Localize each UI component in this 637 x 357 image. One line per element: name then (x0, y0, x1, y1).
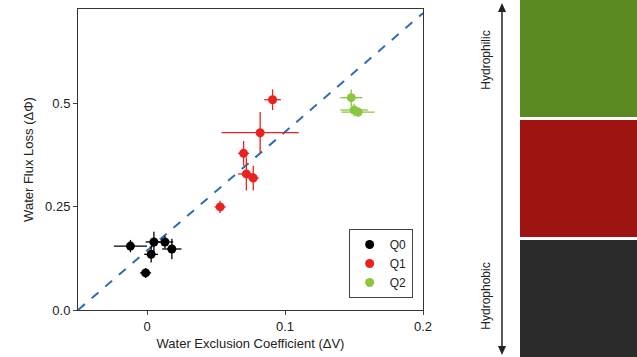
svg-text:Q0: Q0 (390, 238, 406, 252)
svg-text:0.0: 0.0 (52, 303, 70, 318)
svg-text:0.2: 0.2 (414, 319, 432, 334)
svg-text:Q2: Q2 (390, 276, 406, 290)
svg-text:0.25: 0.25 (45, 199, 70, 214)
svg-text:0.5: 0.5 (52, 96, 70, 111)
svg-text:0.1: 0.1 (276, 319, 294, 334)
svg-text:Hydrophobic: Hydrophobic (479, 262, 493, 329)
svg-text:0: 0 (143, 319, 150, 334)
svg-text:Water Exclusion Coefficient (Δ: Water Exclusion Coefficient (ΔV) (157, 336, 345, 351)
svg-text:Water Flux Loss (ΔΦ): Water Flux Loss (ΔΦ) (21, 97, 36, 222)
svg-text:Hydrophilic: Hydrophilic (479, 30, 493, 89)
svg-text:Q1: Q1 (390, 257, 406, 271)
